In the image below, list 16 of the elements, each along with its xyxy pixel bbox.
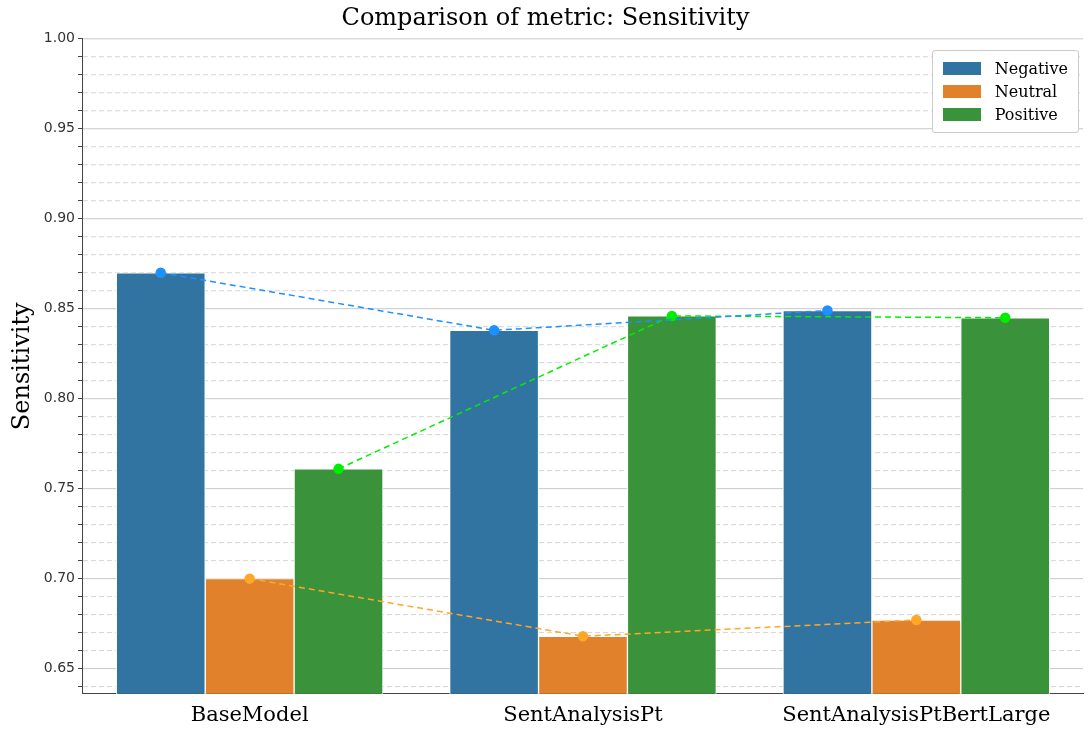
y-tick-label: 0.70 <box>43 569 75 586</box>
y-tick-label: 0.80 <box>43 389 75 406</box>
x-tick-label: SentAnalysisPtBertLarge <box>782 701 1051 726</box>
y-tick-label: 0.85 <box>43 299 75 316</box>
y-tick-label: 0.65 <box>43 659 75 676</box>
y-tick-label: 0.95 <box>43 119 75 136</box>
legend-label: Negative <box>994 59 1068 78</box>
chart-title: Comparison of metric: Sensitivity <box>341 2 750 31</box>
x-tick-label: SentAnalysisPt <box>503 701 664 726</box>
y-tick-label: 0.75 <box>43 479 75 496</box>
y-axis-title: Sensitivity <box>6 301 35 431</box>
x-tick-label: BaseModel <box>190 701 309 726</box>
y-tick-label: 1.00 <box>43 29 75 46</box>
y-tick-label: 0.90 <box>43 209 75 226</box>
legend-label: Neutral <box>994 82 1058 101</box>
legend-label: Positive <box>994 105 1058 124</box>
